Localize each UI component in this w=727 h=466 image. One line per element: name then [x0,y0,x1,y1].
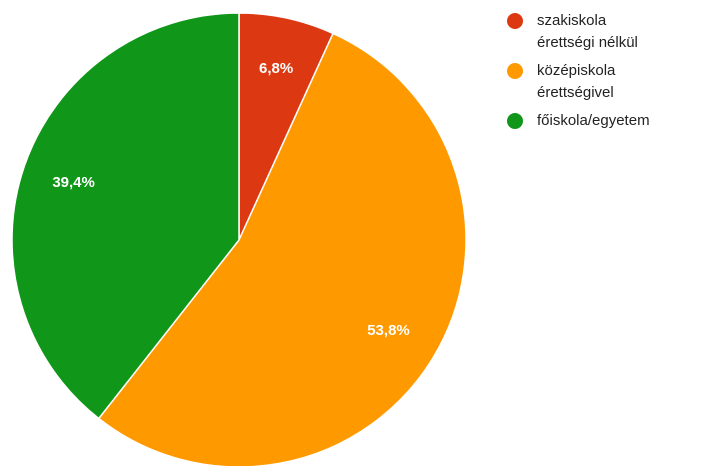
legend-label: főiskola/egyetem [537,112,650,129]
slice-label: 6,8% [259,60,293,77]
legend-item: középiskola érettségivel [507,60,659,104]
legend-swatch [507,13,523,29]
slice-label: 53,8% [367,322,410,339]
legend-label: középiskola érettségivel [537,62,616,101]
legend-swatch [507,63,523,79]
legend-item: szakiskola érettségi nélkül [507,10,659,54]
pie-slice [11,12,240,420]
legend-label: szakiskola érettségi nélkül [537,12,638,51]
legend-item: főiskola/egyetem [507,110,659,132]
pie-slice [97,32,467,466]
legend-swatch [507,113,523,129]
legend: szakiskola érettségi nélkül középiskola é… [507,10,659,138]
slice-label: 39,4% [52,174,95,191]
